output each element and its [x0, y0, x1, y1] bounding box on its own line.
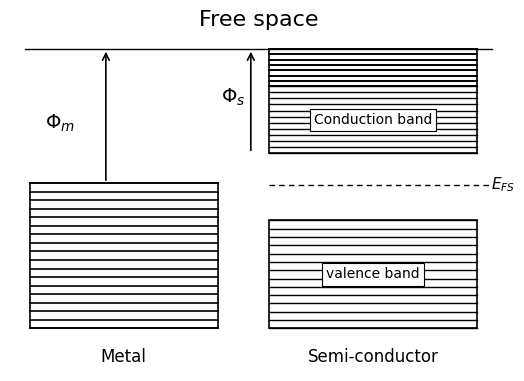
Text: Conduction band: Conduction band: [314, 113, 432, 127]
Text: $\Phi_{s}$: $\Phi_{s}$: [221, 87, 245, 108]
Text: $\Phi_{m}$: $\Phi_{m}$: [45, 113, 75, 134]
Text: Free space: Free space: [199, 10, 318, 30]
Text: Semi-conductor: Semi-conductor: [308, 347, 438, 366]
Text: Metal: Metal: [101, 347, 147, 366]
Text: $E_{FS}$: $E_{FS}$: [492, 176, 516, 194]
Text: valence band: valence band: [326, 267, 420, 281]
